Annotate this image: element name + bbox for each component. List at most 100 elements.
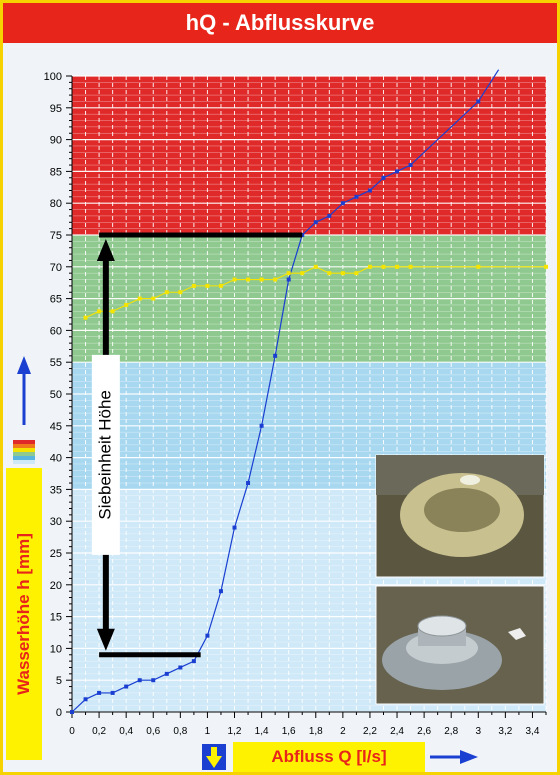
annotation-label-bg bbox=[91, 354, 120, 555]
series-point-0 bbox=[83, 697, 88, 702]
series-point-1 bbox=[354, 271, 359, 276]
series-point-0 bbox=[395, 169, 400, 174]
y-axis-label: Wasserhöhe h [mm] bbox=[14, 533, 33, 695]
series-point-0 bbox=[218, 589, 223, 594]
legend-swatch-orange bbox=[13, 444, 35, 448]
x-axis-label: Abfluss Q [l/s] bbox=[233, 742, 425, 772]
series-point-1 bbox=[408, 264, 413, 269]
zone-band-0 bbox=[72, 76, 546, 235]
series-point-1 bbox=[137, 296, 142, 301]
series-point-0 bbox=[476, 99, 481, 104]
photo-drain-inner bbox=[424, 488, 500, 532]
x-tick-label: 1,6 bbox=[282, 726, 296, 737]
series-point-1 bbox=[381, 264, 386, 269]
series-point-1 bbox=[259, 277, 264, 282]
series-point-1 bbox=[313, 264, 318, 269]
series-point-1 bbox=[544, 264, 548, 269]
y-tick-label: 70 bbox=[50, 262, 62, 274]
x-tick-label: 1,8 bbox=[309, 726, 323, 737]
y-axis-label-box: Wasserhöhe h [mm] bbox=[6, 468, 42, 760]
x-tick-label: 1,2 bbox=[228, 726, 242, 737]
series-point-1 bbox=[300, 271, 305, 276]
series-point-1 bbox=[286, 271, 291, 276]
x-tick-label: 3,2 bbox=[498, 726, 512, 737]
legend-swatch-lightblue bbox=[13, 460, 35, 464]
y-tick-label: 15 bbox=[50, 612, 62, 624]
x-tick-label: 0,8 bbox=[173, 726, 187, 737]
series-point-0 bbox=[151, 678, 156, 683]
photo-highlight bbox=[460, 475, 480, 485]
x-tick-label: 3 bbox=[476, 726, 482, 737]
series-line-0 bbox=[71, 69, 500, 713]
series-point-1 bbox=[340, 271, 345, 276]
double-arrow-head-up bbox=[96, 239, 115, 261]
series-point-0 bbox=[327, 213, 332, 218]
legend-swatch-green bbox=[13, 452, 35, 456]
series-point-0 bbox=[110, 690, 115, 695]
y-tick-label: 85 bbox=[50, 166, 62, 178]
legend-swatch-yellow bbox=[13, 448, 35, 452]
x-tick-label: 1,4 bbox=[255, 726, 269, 737]
down-arrow-button[interactable] bbox=[202, 744, 226, 770]
series-point-0 bbox=[137, 678, 142, 683]
series-point-0 bbox=[340, 201, 345, 206]
series-point-1 bbox=[218, 283, 223, 288]
y-tick-label: 5 bbox=[56, 675, 62, 687]
series-point-1 bbox=[97, 309, 102, 314]
photo-clip bbox=[508, 628, 526, 640]
series-point-0 bbox=[286, 277, 291, 282]
series-point-0 bbox=[232, 525, 237, 530]
legend-swatch-red bbox=[13, 440, 35, 444]
series-point-1 bbox=[178, 290, 183, 295]
series-point-1 bbox=[395, 264, 400, 269]
y-tick-label: 20 bbox=[50, 580, 62, 592]
x-tick-label: 3,4 bbox=[526, 726, 540, 737]
series-point-1 bbox=[191, 283, 196, 288]
arrow-down-icon bbox=[206, 747, 222, 768]
x-tick-label: 2,6 bbox=[417, 726, 431, 737]
y-arrow-head bbox=[17, 356, 31, 374]
y-tick-label: 55 bbox=[50, 357, 62, 369]
series-point-0 bbox=[97, 690, 102, 695]
x-tick-label: 0,2 bbox=[92, 726, 106, 737]
series-point-0 bbox=[354, 194, 359, 199]
x-tick-label: 1 bbox=[205, 726, 211, 737]
series-point-0 bbox=[408, 163, 413, 168]
x-tick-label: 2 bbox=[340, 726, 346, 737]
series-point-1 bbox=[327, 271, 332, 276]
y-tick-label: 80 bbox=[50, 198, 62, 210]
y-tick-label: 50 bbox=[50, 389, 62, 401]
annotation-label: Siebeinheit Höhe bbox=[95, 390, 114, 519]
series-point-0 bbox=[246, 481, 251, 486]
double-arrow-head-down bbox=[96, 628, 115, 651]
series-point-0 bbox=[164, 671, 169, 676]
y-tick-label: 90 bbox=[50, 135, 62, 147]
x-tick-label: 2,2 bbox=[363, 726, 377, 737]
series-point-0 bbox=[259, 423, 264, 428]
y-tick-label: 35 bbox=[50, 484, 62, 496]
legend-swatch-blue bbox=[13, 456, 35, 460]
y-tick-label: 95 bbox=[50, 103, 62, 115]
x-tick-label: 2,8 bbox=[444, 726, 458, 737]
photo-drain-water bbox=[375, 454, 545, 578]
x-arrow-head bbox=[460, 750, 478, 764]
series-point-1 bbox=[164, 290, 169, 295]
series-point-0 bbox=[367, 188, 372, 193]
chart-title: hQ - Abflusskurve bbox=[3, 3, 557, 43]
y-tick-label: 45 bbox=[50, 421, 62, 433]
series-point-0 bbox=[273, 353, 278, 358]
y-tick-label: 30 bbox=[50, 516, 62, 528]
series-point-1 bbox=[367, 264, 372, 269]
y-tick-label: 0 bbox=[56, 707, 62, 719]
y-tick-label: 100 bbox=[44, 71, 62, 83]
x-tick-label: 2,4 bbox=[390, 726, 404, 737]
y-tick-label: 40 bbox=[50, 453, 62, 465]
series-point-1 bbox=[110, 309, 115, 314]
series-point-1 bbox=[83, 315, 88, 320]
series-point-1 bbox=[205, 283, 210, 288]
series-point-0 bbox=[313, 220, 318, 225]
series-point-1 bbox=[151, 296, 156, 301]
series-point-1 bbox=[124, 302, 129, 307]
y-tick-label: 60 bbox=[50, 325, 62, 337]
